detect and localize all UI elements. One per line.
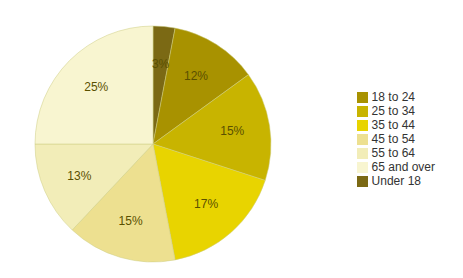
html-text:18 to 24: 18 to 24 [371,90,415,104]
svg-text:12%: 12% [184,69,208,83]
html-text:45 to 54: 45 to 54 [371,132,415,146]
svg-text:25%: 25% [84,80,108,94]
html-text:65 and over: 65 and over [371,160,435,174]
html-text:55 to 64: 55 to 64 [371,146,415,160]
svg-text:3%: 3% [152,57,170,71]
svg-text:13%: 13% [67,169,91,183]
html-text:35 to 44: 35 to 44 [371,118,415,132]
svg-text:15%: 15% [220,124,244,138]
svg-text:17%: 17% [194,197,218,211]
html-text:Under 18: Under 18 [371,174,421,188]
html-text:25 to 34: 25 to 34 [371,104,415,118]
svg-text:15%: 15% [119,214,143,228]
